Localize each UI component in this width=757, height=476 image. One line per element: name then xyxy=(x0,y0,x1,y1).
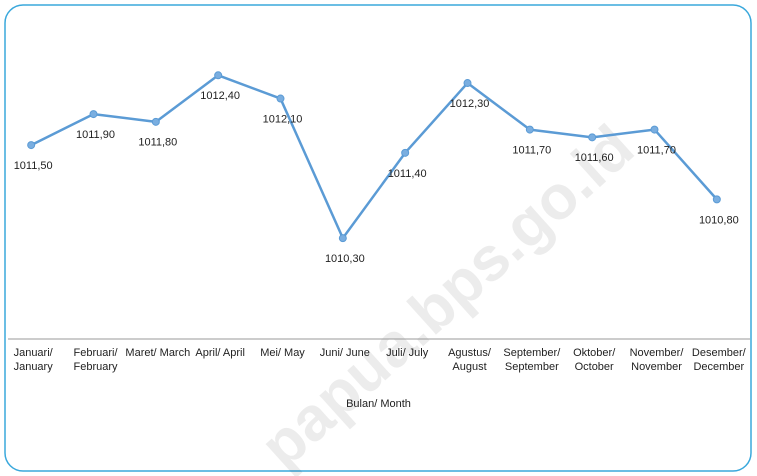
data-label: 1012,40 xyxy=(200,90,240,102)
data-label: 1012,10 xyxy=(263,113,303,125)
x-tick-label: Desember/ December xyxy=(691,347,746,373)
x-tick-label: September/ September xyxy=(503,347,561,373)
x-tick-label: Juli/ July xyxy=(386,347,429,359)
data-label: 1011,50 xyxy=(14,160,53,172)
x-tick-label: Agustus/ August xyxy=(448,347,491,373)
data-point xyxy=(214,71,223,80)
line-series xyxy=(30,74,718,240)
data-label: 1011,70 xyxy=(512,144,551,156)
data-point xyxy=(27,141,36,150)
data-label: 1011,80 xyxy=(138,137,177,149)
data-point xyxy=(712,195,721,204)
data-point xyxy=(89,110,98,119)
data-point xyxy=(151,117,160,126)
x-tick-label: April/ April xyxy=(195,347,245,359)
x-axis-label: Bulan/ Month xyxy=(346,398,411,410)
x-tick-label: Oktober/ October xyxy=(573,347,616,373)
data-point xyxy=(276,94,285,103)
x-tick-label: Februari/ February xyxy=(73,347,118,373)
x-tick-label: November/ November xyxy=(629,347,684,373)
data-label: 1010,80 xyxy=(699,214,739,226)
data-label: 1011,60 xyxy=(575,152,614,164)
data-point xyxy=(650,125,659,134)
data-point xyxy=(463,79,472,88)
x-tick-label: Januari/ January xyxy=(13,347,53,373)
data-label: 1012,30 xyxy=(450,98,490,110)
data-label: 1011,90 xyxy=(76,129,115,141)
x-tick-label: Mei/ May xyxy=(260,347,305,359)
data-point xyxy=(525,125,534,134)
data-point xyxy=(401,148,410,157)
data-label: 1010,30 xyxy=(325,253,365,265)
data-label: 1011,40 xyxy=(388,168,427,180)
data-point xyxy=(588,133,597,142)
chart-border xyxy=(4,4,752,472)
x-tick-label: Juni/ June xyxy=(319,347,370,359)
x-tick-label: Maret/ March xyxy=(125,347,191,359)
data-point xyxy=(338,234,347,243)
data-label: 1011,70 xyxy=(637,144,676,156)
